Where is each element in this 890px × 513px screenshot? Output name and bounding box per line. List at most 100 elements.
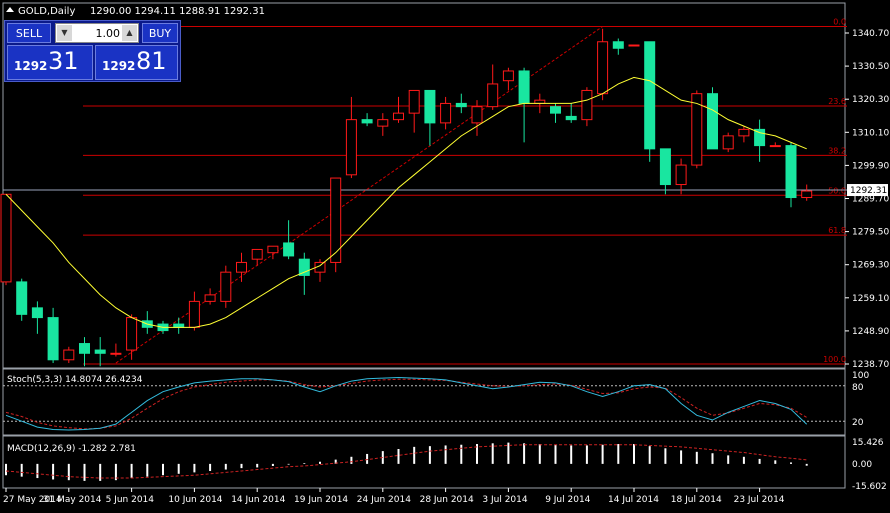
- bid-price-pips: 31: [48, 47, 79, 75]
- chart-menu-triangle-icon[interactable]: [6, 7, 14, 12]
- date-axis-label: 19 Jun 2014: [294, 495, 348, 505]
- date-axis-label: 31 May 2014: [43, 495, 102, 505]
- candle-body: [408, 89, 420, 114]
- date-axis-label: 5 Jun 2014: [106, 495, 155, 505]
- volume-increase-icon[interactable]: ▲: [122, 25, 137, 41]
- candle-body: [675, 164, 687, 186]
- price-axis-label: 1310.10: [852, 128, 889, 138]
- candle-body: [31, 307, 43, 319]
- moving-average-line: [5, 76, 807, 328]
- price-axis-label: 1269.30: [852, 261, 889, 271]
- volume-stepper[interactable]: ▼ ▲: [55, 23, 139, 43]
- date-axis-label: 23 Jul 2014: [734, 495, 785, 505]
- price-axis-label: 1330.50: [852, 62, 889, 72]
- candle-body: [612, 41, 624, 49]
- price-axis-label: 1320.30: [852, 95, 889, 105]
- candle-body: [659, 148, 671, 186]
- candle-body: [440, 102, 452, 124]
- date-axis-label: 14 Jul 2014: [608, 495, 659, 505]
- fibonacci-level-label: 100.0: [823, 355, 846, 364]
- price-axis-label: 1248.90: [852, 327, 889, 337]
- candle-body: [471, 106, 483, 124]
- candle-body: [110, 352, 122, 355]
- candle-body: [345, 119, 357, 176]
- candle-body: [597, 41, 609, 95]
- stochastic-panel-frame: [2, 368, 846, 436]
- date-axis-label: 14 Jun 2014: [231, 495, 285, 505]
- price-axis-label: 1279.50: [852, 228, 889, 238]
- candle-body: [94, 349, 106, 354]
- candle-body: [581, 89, 593, 121]
- one-click-trade-panel: SELL ▼ ▲ BUY 1292 31 1292 81: [4, 20, 181, 82]
- candle-body: [393, 112, 404, 121]
- macd-panel-frame: [2, 435, 846, 489]
- candle-body: [298, 258, 310, 276]
- fibonacci-level-label: 0.0: [833, 18, 846, 27]
- fibonacci-level-label: 38.2: [828, 146, 846, 155]
- date-axis-label: 28 Jun 2014: [420, 495, 474, 505]
- price-axis-label: 1238.70: [852, 360, 889, 370]
- candle-body: [691, 93, 703, 166]
- macd-signal-line: [5, 444, 807, 479]
- candle-body: [455, 102, 467, 108]
- candle-body: [63, 349, 75, 361]
- date-axis-label: 27 May 2014: [3, 495, 62, 505]
- candle-body: [330, 177, 342, 263]
- macd-axis-label: -15.602: [852, 482, 887, 492]
- price-axis-label: 1259.10: [852, 294, 889, 304]
- candle-body: [220, 271, 232, 302]
- candle-body: [518, 70, 530, 104]
- sell-button[interactable]: SELL: [7, 23, 51, 43]
- macd-axis-label: 0.00: [852, 460, 872, 470]
- candle-body: [283, 242, 295, 257]
- date-axis-label: 18 Jul 2014: [671, 495, 722, 505]
- stochastic-axis-label: 20: [852, 418, 864, 428]
- candle-body: [738, 128, 750, 137]
- macd-label: MACD(12,26,9) -1.282 2.781: [7, 444, 136, 454]
- candle-body: [0, 193, 12, 283]
- date-axis-label: 3 Jul 2014: [482, 495, 527, 505]
- stochastic-label: Stoch(5,3,3) 14.8074 26.4234: [7, 375, 143, 385]
- candle-body: [550, 106, 561, 114]
- volume-input[interactable]: [74, 25, 120, 41]
- candle-body: [487, 83, 499, 108]
- candle-body: [377, 119, 389, 127]
- fibonacci-trendline: [115, 26, 603, 364]
- candle-body: [707, 93, 718, 150]
- current-price-tag: [847, 184, 888, 197]
- candle-body: [644, 41, 656, 150]
- buy-button[interactable]: BUY: [142, 23, 178, 43]
- sell-price-button[interactable]: 1292 31: [7, 45, 93, 80]
- price-axis-label: 1340.70: [852, 29, 889, 39]
- price-axis-label: 1289.70: [852, 195, 889, 205]
- candle-body: [204, 294, 216, 302]
- candle-body: [16, 281, 28, 315]
- date-axis-label: 9 Jul 2014: [545, 495, 590, 505]
- date-axis-label: 10 Jun 2014: [168, 495, 222, 505]
- buy-price-button[interactable]: 1292 81: [95, 45, 178, 80]
- candle-body: [785, 145, 797, 199]
- stochastic-main-line: [5, 377, 808, 431]
- candle-body: [801, 190, 813, 199]
- candle-body: [769, 145, 781, 148]
- candle-body: [79, 343, 90, 354]
- candle-body: [188, 300, 200, 328]
- fibonacci-level-label: 61.8: [828, 226, 846, 235]
- candle-body: [361, 119, 373, 124]
- price-axis-label: 1299.90: [852, 161, 889, 171]
- candle-body: [251, 248, 263, 260]
- macd-axis-label: 15.426: [852, 438, 884, 448]
- ohlc-label: 1290.00 1294.11 1288.91 1292.31: [90, 6, 265, 17]
- candle-body: [424, 89, 436, 124]
- volume-decrease-icon[interactable]: ▼: [57, 25, 72, 41]
- current-price-label: 1292.31: [850, 186, 887, 196]
- ask-price-prefix: 1292: [102, 59, 136, 73]
- date-axis-label: 24 Jun 2014: [357, 495, 411, 505]
- candle-body: [502, 70, 514, 82]
- candle-body: [628, 44, 640, 47]
- candle-body: [267, 245, 279, 254]
- candle-body: [126, 317, 138, 351]
